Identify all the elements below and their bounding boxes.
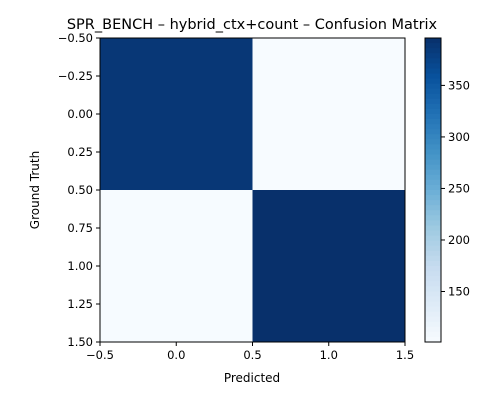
colorbar-segment (425, 306, 441, 313)
colorbar-segment (425, 179, 441, 186)
colorbar-tick-label: 200 (448, 233, 470, 247)
colorbar-segment (425, 200, 441, 206)
colorbar-segment (425, 154, 441, 161)
colorbar-segment (425, 321, 441, 328)
y-tick-label: 1.00 (67, 259, 93, 273)
colorbar-segment (425, 68, 441, 75)
colorbar-segment (425, 326, 441, 333)
colorbar-segment (425, 245, 441, 252)
x-tick-label: 0.0 (167, 348, 185, 362)
colorbar-segment (425, 103, 441, 110)
x-tick-label: 0.5 (243, 348, 261, 362)
colorbar-segment (425, 73, 441, 80)
colorbar-segment (425, 144, 441, 151)
colorbar-segment (425, 124, 441, 130)
y-axis: −0.50 −0.25 0.00 0.25 0.50 0.75 1.00 1.25 1.50 (58, 31, 100, 349)
y-tick-label: −0.25 (58, 69, 93, 83)
colorbar-segment (425, 139, 441, 145)
colorbar-segment (425, 301, 441, 308)
colorbar-segment (425, 220, 441, 227)
heatmap-cells (100, 38, 405, 342)
colorbar-segment (425, 174, 441, 181)
colorbar-segment (425, 266, 441, 272)
colorbar-segment (425, 331, 441, 338)
colorbar-segment (425, 88, 441, 95)
colorbar-segment (425, 195, 441, 201)
colorbar-segment (425, 83, 441, 90)
colorbar-segment (425, 58, 441, 64)
colorbar-segment (425, 43, 441, 49)
colorbar-segment (425, 119, 441, 125)
colorbar-segment (425, 286, 441, 292)
colorbar-segment (425, 230, 441, 237)
colorbar-segment (425, 78, 441, 85)
colorbar-segment (425, 108, 441, 115)
colorbar-segment (425, 336, 441, 343)
colorbar-segment (425, 114, 441, 120)
colorbar-segment (425, 129, 441, 135)
x-axis: −0.5 0.0 0.5 1.0 1.5 (86, 342, 414, 362)
colorbar-segment (425, 271, 441, 277)
heatmap-cell-0-1 (252, 38, 405, 190)
x-axis-label: Predicted (224, 371, 280, 385)
y-tick-label: 1.25 (67, 297, 93, 311)
colorbar-segment (425, 215, 441, 221)
colorbar-tick-label: 300 (448, 130, 470, 144)
colorbar-segment (425, 149, 441, 156)
heatmap-cell-1-1 (252, 190, 405, 342)
y-tick-label: −0.50 (58, 31, 93, 45)
colorbar: 150 200 250 300 350 (424, 37, 470, 343)
x-tick-label: −0.5 (86, 348, 114, 362)
colorbar-segment (425, 240, 441, 247)
y-tick-label: 0.25 (67, 145, 93, 159)
x-tick-label: 1.0 (320, 348, 338, 362)
colorbar-segment (425, 316, 441, 323)
colorbar-segment (425, 164, 441, 171)
y-tick-label: 1.50 (67, 335, 93, 349)
y-tick-label: 0.75 (67, 221, 93, 235)
chart-title: SPR_BENCH – hybrid_ctx+count – Confusion… (67, 17, 438, 33)
colorbar-segment (425, 48, 441, 54)
heatmap-cell-1-0 (100, 190, 253, 342)
colorbar-segment (425, 169, 441, 176)
colorbar-segment (425, 210, 441, 216)
colorbar-segment (425, 250, 441, 257)
colorbar-segment (425, 190, 441, 196)
colorbar-segment (425, 291, 441, 297)
colorbar-segment (425, 235, 441, 242)
y-tick-label: 0.50 (67, 183, 93, 197)
colorbar-tick-label: 250 (448, 181, 470, 195)
colorbar-segment (425, 93, 441, 100)
colorbar-segment (425, 63, 441, 69)
colorbar-segment (425, 184, 441, 191)
colorbar-frame (424, 37, 442, 343)
colorbar-segment (425, 205, 441, 211)
colorbar-segment (425, 159, 441, 166)
colorbar-segment (425, 225, 441, 232)
colorbar-segment (425, 134, 441, 140)
colorbar-segment (425, 311, 441, 318)
y-tick-label: 0.00 (67, 107, 93, 121)
y-axis-label: Ground Truth (28, 151, 42, 229)
x-tick-label: 1.5 (396, 348, 414, 362)
colorbar-segment (425, 276, 441, 282)
colorbar-segment (425, 98, 441, 105)
colorbar-segment (425, 260, 441, 267)
colorbar-segment (425, 281, 441, 287)
colorbar-segment (425, 53, 441, 59)
colorbar-segment (425, 38, 441, 44)
colorbar-segment (425, 255, 441, 262)
colorbar-segment (425, 296, 441, 303)
colorbar-tick-label: 350 (448, 78, 470, 92)
colorbar-tick-label: 150 (448, 285, 470, 299)
heatmap-cell-0-0 (100, 38, 253, 190)
